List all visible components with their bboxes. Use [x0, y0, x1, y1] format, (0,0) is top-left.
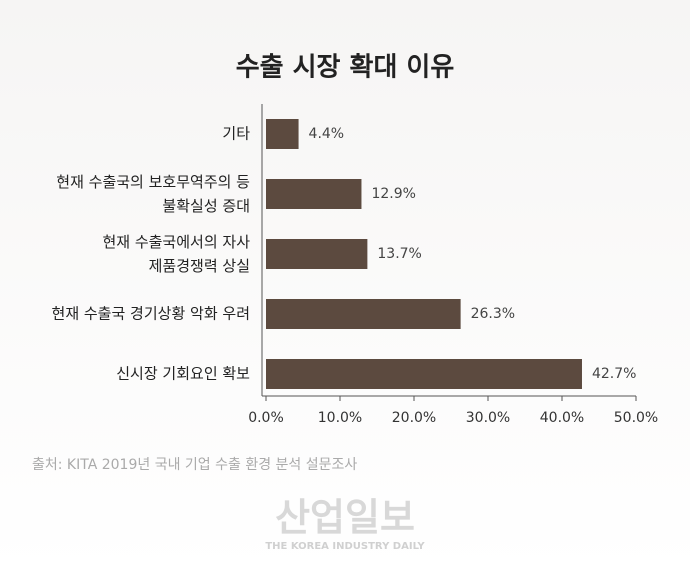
x-tick-label: 30.0% — [466, 410, 510, 426]
value-label: 4.4% — [309, 126, 345, 142]
watermark: 산업일보 — [275, 496, 415, 540]
x-tick-label: 10.0% — [318, 410, 362, 426]
x-tick-label: 0.0% — [248, 410, 284, 426]
x-tick-label: 20.0% — [392, 410, 436, 426]
bar — [266, 119, 299, 149]
bar — [266, 359, 582, 389]
y-tick-label: 현재 수출국에서의 자사 제품경쟁력 상실 — [102, 233, 250, 275]
source: 출처: KITA 2019년 국내 기업 수출 환경 분석 설문조사 — [32, 457, 357, 473]
y-tick-label: 기타 — [222, 125, 250, 143]
x-tick-label: 50.0% — [614, 410, 658, 426]
x-tick-label: 40.0% — [540, 410, 584, 426]
value-label: 13.7% — [377, 246, 421, 262]
bar — [266, 299, 461, 329]
y-tick-label: 신시장 기회요인 확보 — [116, 365, 250, 383]
y-tick-label: 현재 수출국 경기상황 악화 우려 — [52, 305, 250, 323]
bar — [266, 239, 368, 269]
value-label: 12.9% — [371, 186, 415, 202]
chart-title: 수출 시장 확대 이유 — [236, 53, 455, 83]
y-tick-label: 현재 수출국의 보호무역주의 등 불확실성 증대 — [56, 173, 250, 215]
bar — [266, 179, 362, 209]
value-label: 42.7% — [592, 366, 636, 382]
watermark-subtitle: THE KOREA INDUSTRY DAILY — [265, 541, 425, 552]
value-label: 26.3% — [471, 306, 515, 322]
